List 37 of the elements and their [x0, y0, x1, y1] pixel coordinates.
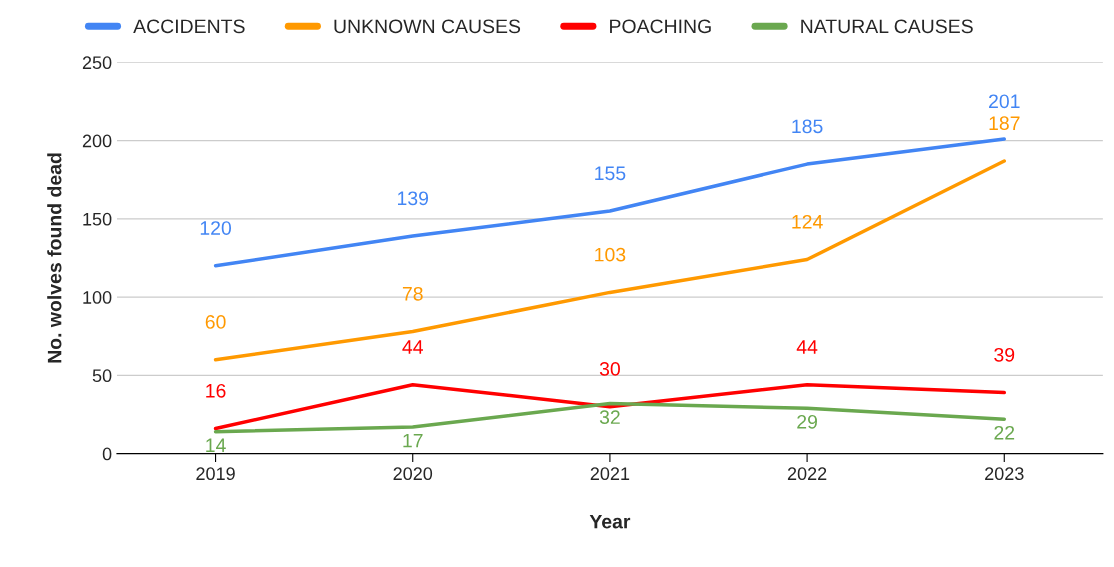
- data-label: 17: [403, 433, 423, 448]
- data-label: 44: [796, 340, 818, 354]
- y-axis-title: No. wolves found dead: [47, 153, 62, 363]
- data-label: 30: [599, 361, 620, 376]
- legend-label: UNKNOWN CAUSES: [334, 19, 521, 34]
- data-label: 60: [205, 315, 226, 329]
- data-label: 185: [792, 119, 823, 134]
- data-label: 32: [599, 410, 620, 425]
- data-label: 201: [989, 94, 1020, 109]
- data-label: 29: [797, 414, 817, 429]
- data-label: 44: [402, 340, 423, 354]
- data-label: 187: [989, 116, 1020, 131]
- y-tick-label: 0: [102, 447, 112, 461]
- data-label: 155: [595, 166, 626, 181]
- y-tick-label: 200: [82, 134, 112, 148]
- x-tick-label: 2022: [787, 467, 827, 481]
- data-label: 124: [792, 214, 823, 229]
- x-tick-label: 2021: [590, 467, 630, 481]
- legend-label: NATURAL CAUSES: [801, 19, 973, 34]
- data-label: 14: [206, 438, 226, 452]
- y-tick-label: 100: [83, 291, 112, 304]
- x-axis-title: Year: [589, 514, 631, 529]
- data-label: 120: [200, 221, 232, 235]
- y-tick-label: 250: [82, 56, 112, 70]
- x-tick-label: 2023: [985, 467, 1024, 481]
- data-label: 39: [994, 347, 1015, 362]
- data-label: 22: [994, 425, 1015, 440]
- data-label: 78: [402, 286, 423, 301]
- legend-label: ACCIDENTS: [133, 19, 245, 34]
- x-tick-label: 2020: [393, 467, 433, 481]
- legend-label: POACHING: [610, 19, 711, 34]
- data-label: 103: [595, 247, 626, 262]
- x-tick-label: 2019: [196, 467, 235, 481]
- data-label: 139: [398, 191, 429, 206]
- y-tick-label: 150: [83, 212, 112, 226]
- y-tick-label: 50: [92, 369, 112, 383]
- data-label: 16: [206, 383, 226, 398]
